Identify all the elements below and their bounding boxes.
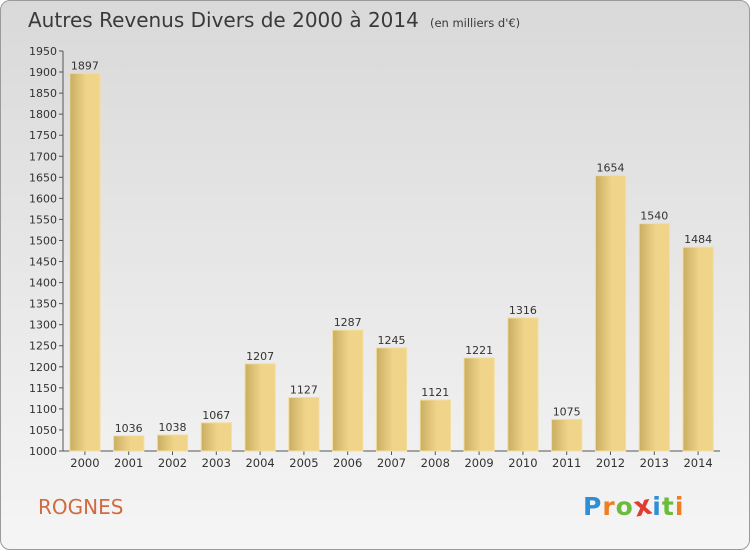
y-tick-label: 1600 [29,192,57,205]
bar-2006 [332,329,364,452]
x-tick-label-2001: 2001 [114,456,143,470]
x-tick-label-2006: 2006 [333,456,362,470]
bar-2000 [69,72,101,452]
y-tick-label: 1200 [29,361,57,374]
proxiti-logo[interactable]: Proxiti [583,489,685,523]
data-label-2000: 1897 [71,59,99,72]
data-label-2009: 1221 [465,344,493,357]
bar-2013 [638,223,670,452]
chart-subtitle: (en milliers d'€) [429,16,521,30]
bar-2005 [288,397,320,452]
bar-2007 [375,347,408,452]
y-tick-label: 1550 [29,213,57,226]
x-tick-label-2009: 2009 [464,456,493,470]
y-tick-label: 1350 [29,298,57,311]
commune-name: ROGNES [38,495,124,519]
x-tick-label-2005: 2005 [289,456,318,470]
y-axis: 1000 1050 1100 1150 1200 1250 1300 1350 1400 1450… [29,45,64,458]
chart-title-text: Autres Revenus Divers de 2000 à 2014 [28,8,419,32]
x-tick-label-2011: 2011 [552,456,581,470]
y-tick-label: 1300 [29,319,57,332]
logo-letter: i [674,492,685,521]
data-label-2006: 1287 [334,316,362,329]
logo-letter: P [583,492,603,521]
y-tick-label: 1650 [29,171,57,184]
x-tick-label-2008: 2008 [421,456,450,470]
bar-2010 [507,317,539,452]
x-tick-label-2010: 2010 [508,456,537,470]
y-tick-label: 1250 [29,340,57,353]
data-label-2011: 1075 [553,405,581,418]
data-label-2012: 1654 [597,162,625,175]
bar-2012 [594,175,627,452]
y-tick-label: 1150 [29,382,57,395]
logo-letter: r [602,492,616,521]
data-label-2010: 1316 [509,304,537,317]
x-axis: 2000 2001 2002 2003 2004 2005 2006 2007 2008 2009… [63,450,720,470]
bars: 1897 1036 1038 1067 1207 1127 1287 1245 1121 1221… [69,59,714,452]
bar-2001 [113,435,145,452]
data-label-2005: 1127 [290,384,318,397]
y-tick-label: 1800 [29,108,57,121]
data-label-2008: 1121 [421,386,449,399]
y-tick-label: 1850 [29,87,57,100]
y-tick-label: 1700 [29,150,57,163]
y-tick-label: 1750 [29,129,57,142]
y-tick-label: 1400 [29,277,57,290]
x-tick-label-2007: 2007 [377,456,406,470]
y-tick-label: 1500 [29,234,57,247]
bar-2002 [156,434,189,452]
y-tick-label: 1050 [29,424,57,437]
data-label-2013: 1540 [640,210,668,223]
x-tick-label-2002: 2002 [158,456,187,470]
bar-2008 [419,399,451,452]
y-tick-label: 1950 [29,45,57,58]
y-tick-label: 1900 [29,66,57,79]
y-tick-label: 1450 [29,256,57,269]
data-label-2007: 1245 [378,334,406,347]
bar-2014 [682,246,714,452]
logo-letter: o [615,492,634,521]
x-tick-label-2004: 2004 [245,456,274,470]
data-label-2002: 1038 [159,421,187,434]
x-tick-label-2013: 2013 [640,456,669,470]
x-tick-label-2014: 2014 [683,456,712,470]
bar-2004 [244,363,276,452]
data-label-2014: 1484 [684,233,712,246]
data-label-2003: 1067 [202,409,230,422]
x-tick-label-2003: 2003 [202,456,231,470]
logo-letter: t [661,492,675,521]
y-tick-label: 1000 [29,445,57,458]
bar-2009 [463,357,495,452]
bar-2011 [551,418,583,452]
x-tick-label-2012: 2012 [596,456,625,470]
data-label-2004: 1207 [246,350,274,363]
y-tick-label: 1100 [29,403,57,416]
bar-2003 [200,422,232,452]
data-label-2001: 1036 [115,422,143,435]
x-tick-label-2000: 2000 [70,456,99,470]
logo-letter: i [652,492,662,521]
chart-title: Autres Revenus Divers de 2000 à 2014 (en… [28,8,520,32]
